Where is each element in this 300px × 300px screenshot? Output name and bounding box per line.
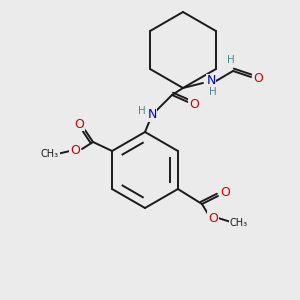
Text: O: O <box>189 98 199 110</box>
Text: O: O <box>70 145 80 158</box>
Text: N: N <box>206 74 216 88</box>
Text: H: H <box>138 106 146 116</box>
Text: O: O <box>208 212 218 224</box>
Text: CH₃: CH₃ <box>41 149 59 159</box>
Text: CH₃: CH₃ <box>230 218 248 228</box>
Text: O: O <box>220 185 230 199</box>
Text: O: O <box>253 73 263 85</box>
Text: N: N <box>147 109 157 122</box>
Text: O: O <box>74 118 84 130</box>
Text: H: H <box>227 55 235 65</box>
Text: H: H <box>209 87 217 97</box>
